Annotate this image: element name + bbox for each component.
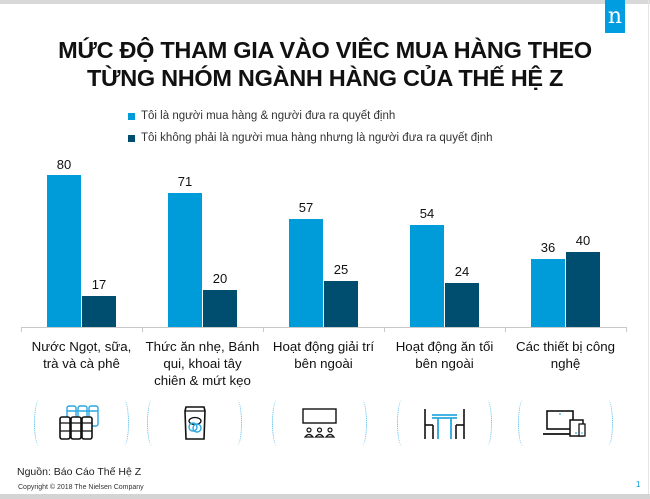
category-label-line: qui, khoai tây [163, 356, 242, 371]
category-label-line: Các thiết bị công [515, 339, 616, 354]
bracket-right-icon [232, 400, 242, 446]
source-note: Nguồn: Báo Cáo Thế Hệ Z [17, 466, 142, 478]
legend-swatch-dark-blue [128, 134, 135, 142]
x-axis-tick [142, 327, 143, 332]
nielsen-logo-icon: n [605, 0, 625, 33]
category-label-line: bên ngoài [294, 356, 353, 371]
x-axis-tick [263, 327, 264, 332]
bar-series2-cat5 [566, 252, 600, 327]
x-axis-tick [505, 327, 506, 332]
category-label-beverages: Nước Ngọt, sữa, trà và cà phê [21, 338, 142, 372]
bar-series1-cat4 [410, 225, 444, 327]
value-label: 57 [298, 200, 314, 215]
snack-bag-icon [184, 406, 206, 440]
bar-series1-cat5 [531, 259, 565, 327]
bracket-left-icon [518, 400, 528, 446]
value-label: 17 [91, 277, 107, 292]
icon-slot-dining [397, 400, 492, 446]
legend-label: Tôi không phải là người mua hàng nhưng l… [141, 132, 493, 144]
bar-series2-cat3 [324, 281, 358, 327]
bracket-right-icon [482, 400, 492, 446]
category-label-line: Thức ăn nhẹ, Bánh [145, 339, 260, 354]
value-label: 24 [454, 264, 470, 279]
value-label: 54 [419, 206, 435, 221]
title-line-2: TỪNG NHÓM NGÀNH HÀNG CỦA THẾ HỆ Z [86, 65, 564, 91]
category-label-entertainment: Hoạt động giải trí bên ngoài [263, 338, 384, 372]
chart-title: MỨC ĐỘ THAM GIA VÀO VIÊC MUA HÀNG THEO T… [0, 36, 650, 92]
bottom-border [0, 494, 650, 499]
category-label-dining: Hoạt động ăn tối bên ngoài [384, 338, 505, 372]
legend-item-buyer-decider: Tôi là người mua hàng & người đưa ra quy… [128, 105, 493, 127]
bar-series1-cat2 [168, 193, 202, 327]
bar-series2-cat2 [203, 290, 237, 327]
bracket-right-icon [119, 400, 129, 446]
right-border [648, 0, 649, 499]
category-label-line: chiên & mứt kẹo [154, 373, 251, 388]
value-label: 40 [575, 233, 591, 248]
value-label: 25 [333, 262, 349, 277]
icon-slot-beverages [34, 400, 129, 446]
value-label: 71 [177, 174, 193, 189]
bracket-right-icon [603, 400, 613, 446]
icon-slot-entertainment [272, 400, 367, 446]
bracket-right-icon [357, 400, 367, 446]
x-axis-tick [384, 327, 385, 332]
value-label: 20 [212, 271, 228, 286]
value-label: 36 [540, 240, 556, 255]
category-label-line: bên ngoài [415, 356, 474, 371]
category-label-line: trà và cà phê [43, 356, 120, 371]
icon-slot-tech [518, 400, 613, 446]
x-axis-tick [626, 327, 627, 332]
bracket-left-icon [34, 400, 44, 446]
bar-series2-cat1 [82, 296, 116, 327]
dining-table-icon [424, 409, 465, 439]
value-label: 80 [56, 157, 72, 172]
category-label-line: Nước Ngọt, sữa, [31, 339, 132, 354]
page-number: 1 [636, 480, 641, 489]
category-label-line: nghệ [550, 356, 581, 371]
devices-icon [543, 410, 586, 437]
chart-legend: Tôi là người mua hàng & người đưa ra quy… [128, 105, 493, 149]
category-label-snacks: Thức ăn nhẹ, Bánh qui, khoai tây chiên &… [142, 338, 263, 389]
icon-slot-snacks [147, 400, 242, 446]
category-label-tech: Các thiết bị công nghệ [505, 338, 626, 372]
bar-series1-cat1 [47, 175, 81, 327]
category-label-line: Hoạt động giải trí [272, 339, 375, 354]
x-axis [21, 327, 627, 328]
copyright-note: Copyright © 2018 The Nielsen Company [18, 484, 144, 491]
legend-item-decider-only: Tôi không phải là người mua hàng nhưng l… [128, 127, 493, 149]
top-border [0, 0, 650, 4]
bar-series2-cat4 [445, 283, 479, 327]
bar-series1-cat3 [289, 219, 323, 327]
bracket-left-icon [397, 400, 407, 446]
legend-swatch-light-blue [128, 112, 135, 120]
title-line-1: MỨC ĐỘ THAM GIA VÀO VIÊC MUA HÀNG THEO [58, 37, 592, 63]
bracket-left-icon [147, 400, 157, 446]
cinema-screen-audience-icon [302, 408, 337, 438]
category-label-line: Hoạt động ăn tối [395, 339, 494, 354]
beverage-cans-icon [59, 405, 99, 440]
legend-label: Tôi là người mua hàng & người đưa ra quy… [141, 110, 396, 122]
x-axis-tick [21, 327, 22, 332]
bracket-left-icon [272, 400, 282, 446]
